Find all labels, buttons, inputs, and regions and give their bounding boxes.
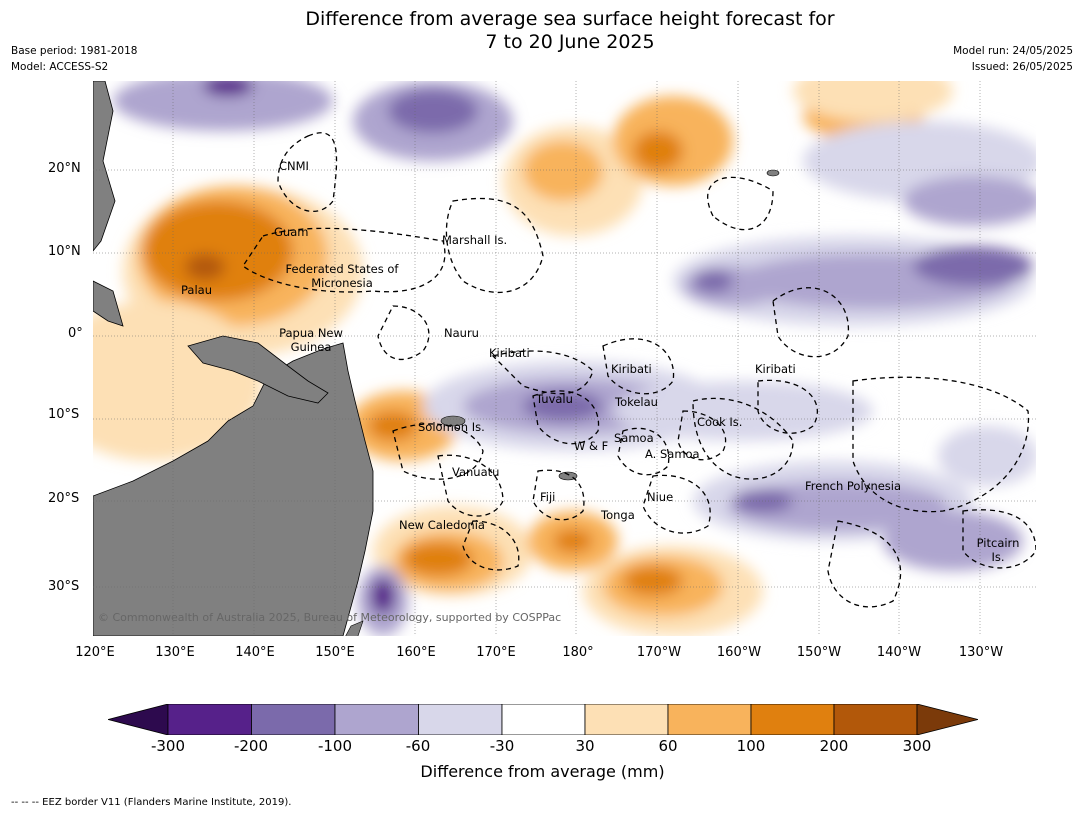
lon-label: 150°W (796, 645, 842, 660)
place-label: Solomon Is. (418, 420, 485, 434)
colorbar-tick: 30 (575, 737, 595, 755)
lat-label: 20°N (48, 161, 81, 176)
colorbar-segment (418, 704, 503, 735)
colorbar-segment (334, 704, 419, 735)
colorbar-extend-high (916, 704, 978, 735)
map-canvas: © Commonwealth of Australia 2025, Bureau… (93, 81, 1036, 636)
lon-label: 160°W (716, 645, 762, 660)
lon-label: 160°E (396, 645, 436, 660)
colorbar-tick: 300 (902, 737, 932, 755)
place-label: W & F (574, 439, 609, 453)
model-name: Model: ACCESS-S2 (11, 61, 109, 73)
sea-surface-height-map[interactable]: © Commonwealth of Australia 2025, Bureau… (93, 81, 1036, 636)
model-run: Model run: 24/05/2025 (953, 45, 1073, 57)
place-label: Kiribati (489, 346, 530, 360)
copyright-text: © Commonwealth of Australia 2025, Bureau… (98, 611, 561, 624)
place-label: Nauru (444, 326, 479, 340)
lat-label: 0° (68, 326, 83, 341)
lat-label: 30°S (48, 579, 80, 594)
colorbar-tick: 60 (658, 737, 678, 755)
place-label: Samoa (614, 431, 654, 445)
place-label: Niue (647, 490, 674, 504)
meta-left: Base period: 1981-2018 Model: ACCESS-S2 (11, 43, 137, 75)
place-label: CNMI (279, 159, 309, 173)
place-label: Guam (274, 225, 309, 239)
title-line-1: Difference from average sea surface heig… (305, 8, 835, 30)
eez-legend-footer: -- -- -- EEZ border V11 (Flanders Marine… (11, 797, 292, 808)
anomaly-field (93, 81, 1036, 636)
place-label: A. Samoa (645, 447, 700, 461)
place-label: French Polynesia (805, 479, 902, 493)
colorbar-segment (833, 704, 918, 735)
place-label: Palau (181, 283, 212, 297)
place-label: Papua New Guinea (279, 326, 343, 354)
colorbar-tick: -30 (489, 737, 515, 755)
place-label: Pitcairn Is. (976, 536, 1020, 564)
lat-label: 10°S (48, 407, 80, 422)
lat-label: 20°S (48, 491, 80, 506)
meta-right: Model run: 24/05/2025 Issued: 26/05/2025 (953, 43, 1073, 75)
lon-label: 140°W (876, 645, 922, 660)
lon-label: 120°E (75, 645, 115, 660)
place-label: Tuvalu (536, 392, 573, 406)
base-period: Base period: 1981-2018 (11, 45, 138, 57)
colorbar-segment (667, 704, 752, 735)
lon-label: 170°W (636, 645, 682, 660)
colorbar-tick: -300 (150, 737, 186, 755)
land-masses (93, 81, 780, 636)
place-label: Kiribati (611, 362, 652, 376)
colorbar-tick: -60 (405, 737, 431, 755)
lon-label: 170°E (476, 645, 516, 660)
title-line-2: 7 to 20 June 2025 (485, 31, 655, 53)
colorbar-tick: -200 (233, 737, 269, 755)
place-label: Tonga (601, 508, 635, 522)
colorbar-segment (167, 704, 252, 735)
colorbar-extend-low (108, 704, 169, 735)
place-label: New Caledonia (399, 518, 485, 532)
chart-title: Difference from average sea surface heig… (0, 8, 1085, 54)
lon-label: 130°W (958, 645, 1004, 660)
issued-date: Issued: 26/05/2025 (971, 61, 1073, 73)
lon-label: 150°E (315, 645, 355, 660)
colorbar-label: Difference from average (mm) (420, 762, 665, 781)
place-label: Marshall Is. (442, 233, 508, 247)
place-label: Tokelau (615, 395, 658, 409)
colorbar-segment (750, 704, 835, 735)
place-label: Fiji (540, 490, 556, 504)
colorbar (108, 704, 978, 735)
lat-label: 10°N (48, 244, 81, 259)
colorbar-segment (251, 704, 336, 735)
place-label: Vanuatu (452, 465, 500, 479)
gridlines (93, 81, 1036, 636)
place-label: Cook Is. (697, 415, 743, 429)
colorbar-segment (501, 704, 586, 735)
lon-label: 140°E (235, 645, 275, 660)
place-label: Kiribati (755, 362, 796, 376)
eez-borders (242, 132, 1036, 608)
place-label: Federated States of Micronesia (285, 262, 399, 290)
lon-label: 130°E (155, 645, 195, 660)
lon-label: 180° (562, 645, 594, 660)
colorbar-tick: 100 (736, 737, 766, 755)
colorbar-tick: 200 (819, 737, 849, 755)
colorbar-tick: -100 (317, 737, 353, 755)
colorbar-segment (584, 704, 669, 735)
